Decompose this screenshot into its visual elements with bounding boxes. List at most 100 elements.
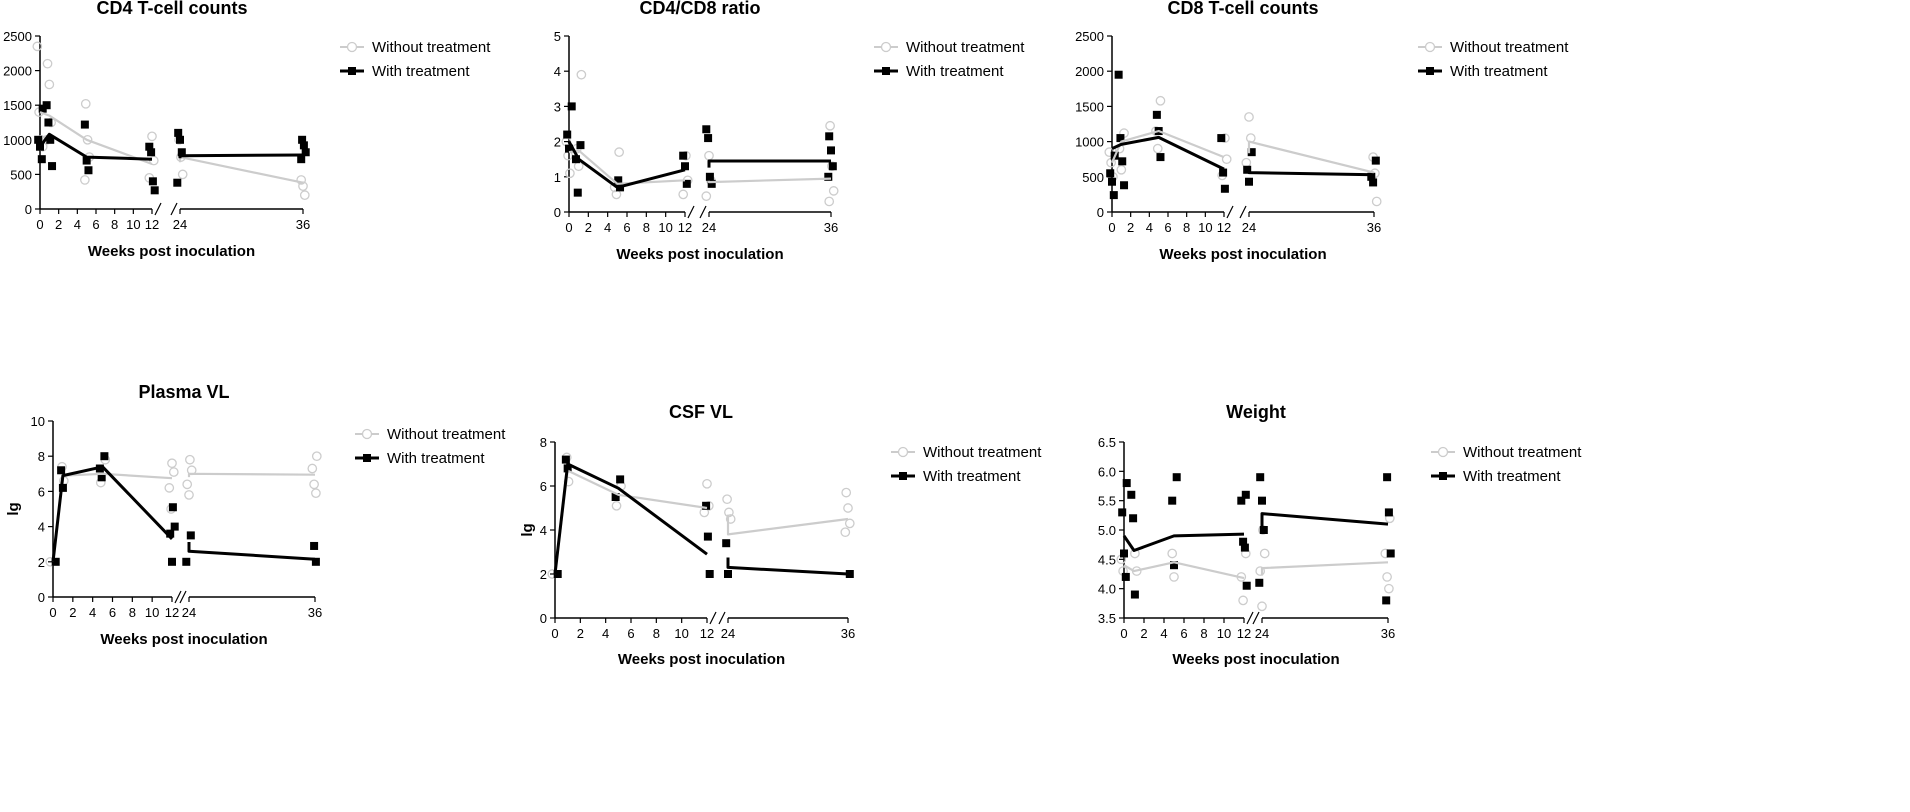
cd4-with-treatment-point <box>147 148 156 157</box>
cd8-x-tick-label: 2 <box>1127 220 1134 235</box>
csf-with-treatment-point <box>705 570 714 578</box>
ratio-without-treatment-point <box>704 150 714 161</box>
weight-without-treatment-point <box>1255 566 1266 576</box>
ratio-with-treatment-line <box>707 159 831 168</box>
cd4-y-tick-label: 0 <box>25 202 32 217</box>
ratio-with-treatment-point <box>702 125 711 134</box>
cd8-with-treatment-point <box>1109 191 1118 200</box>
csf-with-treatment-point <box>702 501 711 510</box>
ratio-without-treatment-point <box>824 196 835 207</box>
weight-x-tick-label: 24 <box>1255 626 1269 641</box>
csf-with-treatment-point <box>561 455 570 464</box>
plasma-y-tick-label: 8 <box>38 449 45 464</box>
ratio-with-treatment-point <box>828 162 837 171</box>
ratio-with-treatment-point <box>704 134 713 143</box>
cd8-with-treatment-point <box>1369 178 1378 187</box>
weight-y-tick-label: 5.5 <box>1098 494 1116 509</box>
cd8-with-treatment-point <box>1106 169 1115 178</box>
csf-legend-marker <box>897 446 909 458</box>
csf-legend-label: With treatment <box>923 468 1021 485</box>
cd8-x-tick-label: 8 <box>1183 220 1190 235</box>
cd4-with-treatment-point <box>44 118 53 127</box>
cd8-x-tick-label: 24 <box>1242 220 1256 235</box>
cd8-without-treatment-line <box>1247 140 1375 174</box>
cd4-with-treatment-point <box>176 135 184 144</box>
plasma-without-treatment-line <box>51 472 173 562</box>
cd8-x-tick-label: 6 <box>1164 220 1171 235</box>
cd4-legend-marker <box>348 67 356 75</box>
ratio-legend-marker <box>880 41 892 53</box>
plasma-legend-marker <box>361 428 373 440</box>
plasma-title: Plasma VL <box>138 382 229 402</box>
csf-with-treatment-point <box>611 493 620 501</box>
csf-y-tick-label: 6 <box>540 479 547 494</box>
weight-x-tick-label: 0 <box>1120 626 1127 641</box>
cd8-axis-break-mark <box>1239 205 1247 219</box>
weight-axis-break-mark <box>1252 611 1260 625</box>
csf-x-tick-label: 6 <box>627 626 634 641</box>
cd8-without-treatment-point <box>1221 154 1232 165</box>
plasma-x-tick-label: 24 <box>182 605 196 620</box>
csf-without-treatment-line <box>726 514 849 536</box>
ratio-without-treatment-point <box>828 186 839 196</box>
cd8-x-tick-label: 10 <box>1198 220 1212 235</box>
csf-axis-break-mark <box>709 611 717 625</box>
weight-with-treatment-point <box>1237 496 1246 505</box>
csf-without-treatment-point <box>722 494 732 505</box>
ratio-with-treatment-point <box>827 146 835 155</box>
cd8-with-treatment-point <box>1156 153 1165 162</box>
plasma-y-tick-label: 6 <box>38 484 45 499</box>
csf-without-treatment-line <box>553 469 708 575</box>
ratio-with-treatment-point <box>576 141 585 150</box>
cd4-with-treatment-point <box>37 155 46 164</box>
weight-x-tick-label: 2 <box>1140 626 1147 641</box>
cd8-without-treatment-line <box>1110 129 1225 164</box>
ratio-y-tick-label: 2 <box>554 135 561 150</box>
weight-without-treatment-point <box>1169 572 1179 582</box>
csf-x-tick-label: 8 <box>653 626 660 641</box>
cd4-without-treatment-line <box>39 111 153 166</box>
cd8-with-treatment-point <box>1371 156 1380 165</box>
cd4-x-tick-label: 6 <box>92 217 99 232</box>
cd8-with-treatment-point <box>1367 172 1376 181</box>
cd8-legend-marker <box>1424 41 1436 53</box>
weight-with-treatment-line <box>1260 512 1389 529</box>
cd8-with-treatment-point <box>1247 148 1256 157</box>
cd8-with-treatment-point <box>1152 110 1161 119</box>
weight-x-tick-label: 10 <box>1217 626 1231 641</box>
csf-x-tick-label: 4 <box>602 626 609 641</box>
plasma-y-tick-label: 0 <box>38 590 45 605</box>
ratio-with-treatment-point <box>614 176 623 185</box>
ratio-x-tick-label: 4 <box>604 220 611 235</box>
plasma-y-tick-label: 2 <box>38 555 45 570</box>
cd8-title: CD8 T-cell counts <box>1167 0 1318 18</box>
cd4-legend: Without treatment With treatment <box>340 39 491 80</box>
plasma-x-tick-label: 36 <box>308 605 322 620</box>
csf-legend-marker <box>899 472 907 480</box>
cd8-legend-marker <box>1426 67 1434 75</box>
plasma-x-tick-label: 10 <box>145 605 159 620</box>
cd8-with-treatment-point <box>1116 134 1125 143</box>
weight-without-treatment-point <box>1238 595 1248 606</box>
ratio-with-treatment-point <box>705 172 714 181</box>
cd4-without-treatment-point <box>44 79 55 90</box>
plasma-x-tick-label: 8 <box>129 605 136 620</box>
weight-with-treatment-point <box>1122 479 1131 488</box>
cd4-with-treatment-point <box>84 166 93 175</box>
weight-y-tick-label: 4.5 <box>1098 552 1116 567</box>
csf-x-tick-label: 0 <box>551 626 558 641</box>
weight-y-tick-label: 4.0 <box>1098 582 1116 597</box>
csf-x-tick-label: 2 <box>577 626 584 641</box>
weight-x-tick-label: 8 <box>1200 626 1207 641</box>
cd8-y-tick-label: 1000 <box>1075 135 1104 150</box>
cd8-without-treatment-point <box>1155 95 1166 106</box>
plasma-with-treatment-point <box>51 557 60 566</box>
weight-x-label: Weeks post inoculation <box>1172 651 1339 668</box>
ratio-x-tick-label: 10 <box>658 220 672 235</box>
ratio-with-treatment-point <box>824 172 833 181</box>
cd4-y-tick-label: 1500 <box>3 98 32 113</box>
plasma-y-label: lg <box>5 502 22 515</box>
weight-with-treatment-point <box>1172 473 1181 482</box>
